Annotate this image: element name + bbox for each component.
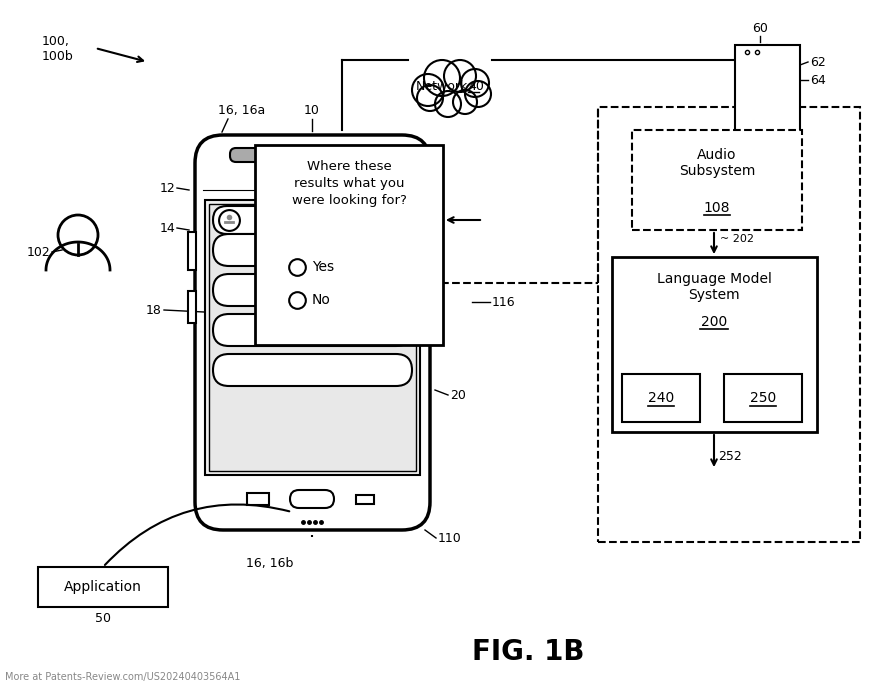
Circle shape (417, 85, 443, 111)
Text: 110: 110 (438, 531, 462, 544)
Text: 16, 16a: 16, 16a (218, 104, 265, 117)
Text: 2:22 PM: 2:22 PM (378, 175, 412, 184)
Text: No: No (312, 293, 331, 307)
FancyBboxPatch shape (213, 206, 412, 234)
Bar (622, 374, 700, 422)
FancyBboxPatch shape (213, 274, 412, 306)
Circle shape (465, 81, 491, 107)
Text: 250: 250 (750, 391, 776, 405)
Text: 16, 16b: 16, 16b (246, 557, 294, 570)
FancyBboxPatch shape (213, 314, 412, 346)
Circle shape (444, 60, 476, 92)
FancyBboxPatch shape (290, 490, 334, 508)
Text: 12: 12 (159, 181, 175, 195)
Text: Application: Application (64, 580, 142, 594)
Circle shape (412, 74, 444, 106)
Text: 40: 40 (468, 79, 484, 92)
Text: 252: 252 (718, 451, 742, 464)
Text: 20: 20 (450, 388, 466, 402)
Bar (205, 200, 420, 475)
Circle shape (435, 91, 461, 117)
Text: FIG. 1B: FIG. 1B (472, 638, 584, 666)
Text: Where these
results what you
were looking for?: Where these results what you were lookin… (291, 160, 407, 207)
Bar (598, 107, 860, 542)
Bar (612, 257, 817, 432)
Bar (356, 495, 374, 504)
Text: 102: 102 (26, 246, 50, 259)
Circle shape (461, 69, 489, 97)
Text: More at Patents-Review.com/US20240403564A1: More at Patents-Review.com/US20240403564… (5, 672, 240, 682)
Text: 64: 64 (810, 74, 825, 86)
Bar (188, 291, 196, 323)
Bar (209, 204, 416, 471)
Text: Language Model
System: Language Model System (656, 272, 772, 302)
Text: 50: 50 (95, 612, 111, 625)
Bar (255, 145, 443, 345)
Bar (735, 45, 800, 135)
Bar (632, 130, 802, 230)
Text: ıll: ıll (366, 175, 374, 184)
Bar (38, 567, 168, 607)
Bar (739, 135, 796, 143)
Text: 108: 108 (704, 201, 730, 215)
Bar (724, 374, 802, 422)
Text: I want to buy a pair of: I want to buy a pair of (272, 215, 371, 224)
Text: 240: 240 (648, 391, 674, 405)
Text: 10: 10 (304, 104, 320, 117)
Text: Network: Network (416, 79, 468, 92)
FancyBboxPatch shape (195, 135, 430, 530)
Text: 60: 60 (752, 22, 768, 35)
Text: 116: 116 (492, 295, 516, 308)
Text: 62: 62 (810, 55, 825, 68)
FancyBboxPatch shape (230, 148, 278, 162)
FancyBboxPatch shape (213, 354, 412, 386)
Text: 200: 200 (700, 315, 727, 329)
Text: ~ 202: ~ 202 (720, 234, 754, 244)
FancyBboxPatch shape (213, 234, 412, 266)
Circle shape (453, 90, 477, 114)
Text: Audio
Subsystem: Audio Subsystem (678, 148, 755, 178)
Text: 100,
100b: 100, 100b (42, 35, 74, 63)
Text: Yes: Yes (312, 260, 334, 274)
Text: 18: 18 (146, 304, 162, 317)
Bar (247, 493, 269, 505)
Bar (188, 232, 196, 270)
Text: 14: 14 (159, 221, 175, 235)
Circle shape (424, 60, 460, 96)
